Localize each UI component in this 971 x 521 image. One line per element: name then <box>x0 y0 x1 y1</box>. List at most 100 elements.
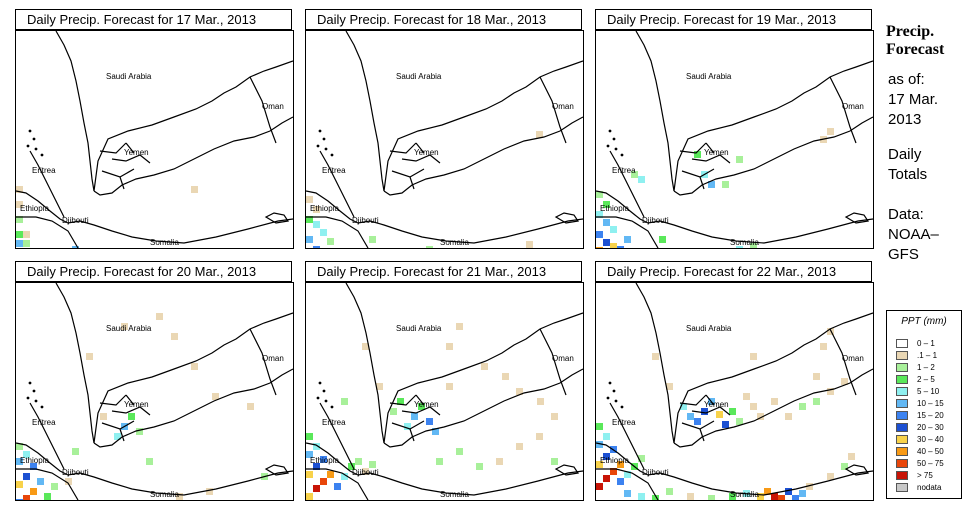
precip-cell <box>799 403 806 410</box>
precip-cell <box>136 428 143 435</box>
precip-cell <box>827 473 834 480</box>
precip-cell <box>212 393 219 400</box>
country-label-eritrea: Eritrea <box>32 418 56 427</box>
country-label-saudi: Saudi Arabia <box>106 324 152 333</box>
country-label-eritrea: Eritrea <box>322 418 346 427</box>
country-label-eritrea: Eritrea <box>32 166 56 175</box>
precip-cell <box>16 499 23 500</box>
precip-cell <box>694 418 701 425</box>
boundary-line <box>673 116 873 196</box>
precip-cell <box>456 323 463 330</box>
precip-cell <box>16 201 23 208</box>
precip-cell <box>516 443 523 450</box>
precip-cell <box>476 463 483 470</box>
forecast-panel: Daily Precip. Forecast for 19 Mar., 2013… <box>595 9 874 249</box>
boundary-line <box>539 328 567 396</box>
precip-cell <box>603 239 610 246</box>
map-canvas: Saudi Arabia Oman Yemen Eritrea Ethiopia Djib… <box>306 31 583 248</box>
boundary-line <box>596 216 659 248</box>
boundary-line <box>93 368 293 448</box>
precip-cell <box>86 353 93 360</box>
precip-cell <box>757 493 764 500</box>
precip-cell <box>341 398 348 405</box>
precip-cell <box>736 418 743 425</box>
legend-label: .1 – 1 <box>917 351 938 360</box>
legend: PPT (mm) 0 – 1 .1 – 1 1 – 2 2 – 5 5 – 10 10 –… <box>886 310 962 499</box>
map-canvas: Saudi Arabia Oman Yemen Eritrea Ethiopia Djib… <box>596 283 873 500</box>
boundary-line <box>679 142 731 190</box>
precip-cell <box>551 458 558 465</box>
precip-cell <box>516 388 523 395</box>
country-label-ethiopia: Ethiopia <box>310 204 339 213</box>
precip-cell <box>481 363 488 370</box>
island-marker <box>28 129 32 133</box>
precip-cell <box>369 236 376 243</box>
legend-swatch <box>896 387 908 396</box>
boundary-line <box>554 464 580 476</box>
boundary-line <box>345 283 385 444</box>
boundary-line <box>16 216 79 248</box>
legend-row: 40 – 50 <box>896 446 960 458</box>
precip-cell <box>536 131 543 138</box>
precip-cell <box>334 483 341 490</box>
boundary-line <box>383 368 583 448</box>
precip-cell <box>341 473 348 480</box>
country-label-saudi: Saudi Arabia <box>686 72 732 81</box>
legend-swatch <box>896 375 908 384</box>
source-line3: GFS <box>888 246 919 263</box>
precip-cell <box>827 128 834 135</box>
country-label-somalia: Somalia <box>730 238 759 247</box>
precip-cell <box>51 483 58 490</box>
legend-row: 2 – 5 <box>896 374 960 386</box>
precip-cell <box>687 493 694 500</box>
boundary-line <box>673 60 873 192</box>
precip-cell <box>596 191 603 198</box>
legend-label: 15 – 20 <box>917 411 944 420</box>
precip-cell <box>128 413 135 420</box>
boundary-line <box>635 283 675 444</box>
island-marker <box>330 153 334 157</box>
precip-cell <box>411 413 418 420</box>
precip-cell <box>306 471 313 478</box>
precip-cell <box>694 151 701 158</box>
precip-cell <box>306 236 313 243</box>
boundary-line <box>844 212 870 224</box>
legend-swatch <box>896 483 908 492</box>
precip-cell <box>687 413 694 420</box>
legend-label: 10 – 15 <box>917 399 944 408</box>
as-of-label: as of: <box>888 71 925 88</box>
boundary-line <box>93 312 293 444</box>
island-marker <box>34 147 38 151</box>
precip-cell <box>603 475 610 482</box>
precip-cell <box>206 488 213 495</box>
precip-cell <box>496 458 503 465</box>
boundary-line <box>383 60 583 192</box>
legend-label: > 75 <box>917 471 933 480</box>
boundary-line <box>306 190 583 244</box>
boundary-line <box>93 116 293 196</box>
precip-cell <box>778 495 785 500</box>
country-label-somalia: Somalia <box>440 490 469 499</box>
boundary-line <box>383 116 583 196</box>
precip-cell <box>191 363 198 370</box>
island-marker <box>330 405 334 409</box>
boundary-line <box>554 212 580 224</box>
panel-title: Daily Precip. Forecast for 22 Mar., 2013 <box>595 261 872 282</box>
legend-swatch <box>896 411 908 420</box>
precip-cell <box>306 433 313 440</box>
precip-map: Saudi Arabia Oman Yemen Eritrea Ethiopia Djib… <box>15 30 294 249</box>
precip-cell <box>785 413 792 420</box>
forecast-panel: Daily Precip. Forecast for 18 Mar., 2013… <box>305 9 584 249</box>
boundary-line <box>249 328 277 396</box>
map-canvas: Saudi Arabia Oman Yemen Eritrea Ethiopia Djib… <box>596 31 873 248</box>
boundary-line <box>93 60 293 192</box>
boundary-line <box>596 442 873 496</box>
precip-cell <box>603 453 610 460</box>
country-label-ethiopia: Ethiopia <box>310 456 339 465</box>
totals-line1: Daily <box>888 146 922 163</box>
precip-cell <box>72 246 79 248</box>
precip-cell <box>617 246 624 248</box>
precip-cell <box>16 231 23 238</box>
precip-map: Saudi Arabia Oman Yemen Eritrea Ethiopia Djib… <box>15 282 294 501</box>
precip-cell <box>121 323 128 330</box>
